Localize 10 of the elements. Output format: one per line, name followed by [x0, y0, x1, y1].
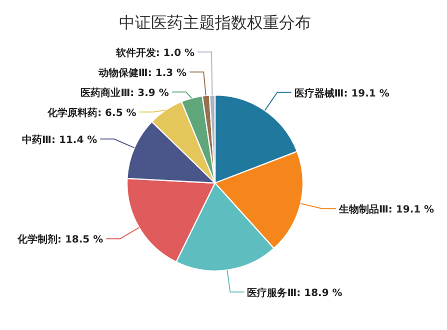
slice-label: 化学原料药: 6.5 %	[46, 107, 136, 119]
slice-label: 化学制剂: 18.5 %	[16, 234, 104, 246]
slice-label: 动物保健Ⅲ: 1.3 %	[97, 67, 187, 79]
slice-label: 中药Ⅲ: 11.4 %	[22, 134, 98, 146]
slice-label: 生物制品Ⅲ: 19.1 %	[338, 204, 434, 216]
chart-title: 中证医药主题指数权重分布	[119, 13, 311, 32]
slice-label: 医疗服务Ⅲ: 18.9 %	[247, 286, 342, 299]
slice-label: 软件开发: 1.0 %	[114, 47, 195, 59]
slice-label: 医疗器械Ⅲ: 19.1 %	[294, 87, 390, 100]
slice-label: 医药商业Ⅲ: 3.9 %	[80, 87, 169, 99]
